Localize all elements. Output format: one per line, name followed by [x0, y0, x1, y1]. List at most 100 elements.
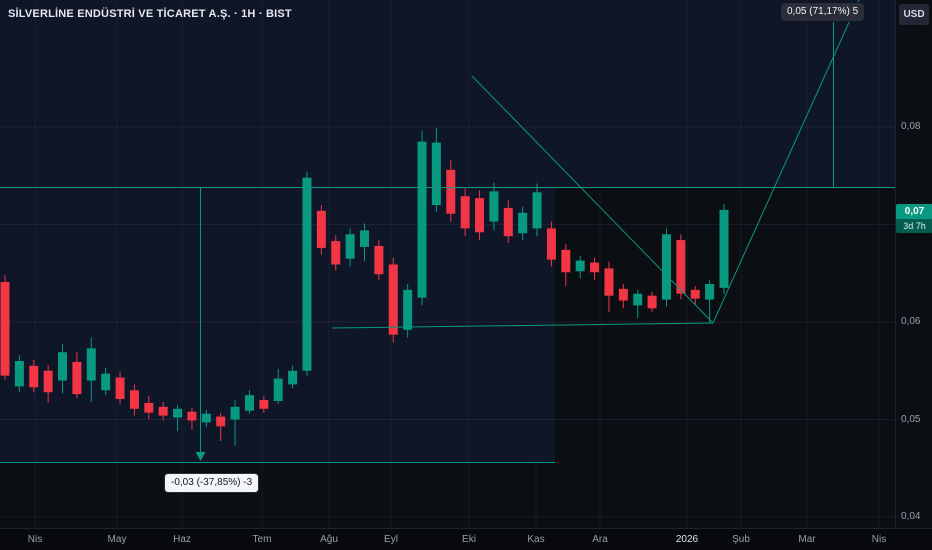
candle[interactable] — [201, 409, 211, 428]
candle-body — [633, 293, 643, 306]
grid — [0, 0, 895, 528]
candle[interactable] — [115, 371, 125, 404]
candle[interactable] — [288, 365, 298, 389]
candle[interactable] — [158, 401, 168, 421]
candle[interactable] — [431, 127, 441, 212]
candle-body — [374, 245, 384, 275]
candle-body — [86, 348, 96, 381]
time-axis-label[interactable]: Eyl — [384, 534, 398, 545]
candle[interactable] — [302, 171, 312, 376]
candle-body — [503, 207, 513, 237]
candle[interactable] — [403, 283, 413, 338]
candle[interactable] — [72, 352, 82, 399]
time-axis-label[interactable]: Eki — [462, 534, 476, 545]
candle-body — [331, 241, 341, 265]
candle[interactable] — [101, 367, 111, 396]
candle[interactable] — [676, 234, 686, 300]
candle-body — [431, 142, 441, 205]
candle-body — [144, 402, 154, 413]
candle[interactable] — [388, 257, 398, 343]
candle-body — [661, 234, 671, 300]
candlestick-chart[interactable] — [0, 0, 895, 528]
candle[interactable] — [690, 285, 700, 305]
candle[interactable] — [705, 280, 715, 323]
candle[interactable] — [273, 368, 283, 404]
triangle-lower-line[interactable] — [331, 322, 714, 329]
time-axis-label[interactable]: Haz — [173, 534, 191, 545]
candle[interactable] — [43, 364, 53, 403]
candle[interactable] — [590, 257, 600, 281]
candle[interactable] — [546, 221, 556, 267]
candle[interactable] — [561, 244, 571, 286]
time-axis-label[interactable]: Ağu — [320, 534, 338, 545]
candle[interactable] — [316, 205, 326, 255]
measure-region — [555, 0, 895, 188]
candle-body — [115, 377, 125, 400]
price-axis-label: 0,05 — [901, 413, 921, 425]
candle[interactable] — [187, 407, 197, 430]
candle[interactable] — [633, 289, 643, 319]
candle[interactable] — [144, 396, 154, 420]
candle-body — [29, 365, 39, 388]
candle[interactable] — [14, 355, 24, 393]
candle-body — [546, 228, 556, 260]
candle[interactable] — [86, 337, 96, 402]
currency-toggle-button[interactable]: USD — [899, 4, 929, 25]
candle[interactable] — [575, 255, 585, 279]
price-range-down-label[interactable]: -0,03 (-37,85%) -3 — [165, 474, 259, 492]
candle[interactable] — [173, 404, 183, 432]
candle[interactable] — [446, 160, 456, 222]
candle-body — [216, 416, 226, 427]
time-axis-label[interactable]: May — [107, 534, 127, 545]
candle-body — [690, 289, 700, 299]
candle[interactable] — [58, 344, 68, 394]
candle[interactable] — [661, 228, 671, 307]
drawings[interactable] — [0, 0, 895, 463]
time-axis-label[interactable]: Kas — [527, 534, 545, 545]
price-range-up-label[interactable]: 0,05 (71,17%) 5 — [781, 3, 865, 21]
candle-body — [14, 361, 24, 387]
time-axis[interactable]: Nis May Haz Tem Ağu Eyl Eki Kas Ara 2026 Şub Mar Nis — [0, 528, 932, 550]
candle[interactable] — [618, 283, 628, 309]
candle[interactable] — [460, 188, 470, 237]
candle[interactable] — [604, 261, 614, 313]
time-axis-label[interactable]: 2026 — [675, 534, 699, 545]
candle[interactable] — [503, 200, 513, 244]
candle[interactable] — [374, 240, 384, 281]
candle[interactable] — [518, 206, 528, 241]
candle[interactable] — [719, 204, 729, 294]
candle[interactable] — [532, 183, 542, 237]
time-axis-label[interactable]: Tem — [252, 534, 272, 545]
time-axis-label[interactable]: Nis — [871, 534, 887, 545]
symbol-title[interactable]: SİLVERLİNE ENDÜSTRİ VE TİCARET A.Ş. · 1H… — [8, 8, 292, 20]
price-axis[interactable]: 0,07 3d 7h 0,08 0,06 0,05 0,04 — [895, 0, 932, 528]
time-axis-label[interactable]: Şub — [732, 534, 750, 545]
candle[interactable] — [216, 412, 226, 441]
candle[interactable] — [129, 384, 139, 416]
projection-line[interactable] — [712, 0, 860, 324]
candle[interactable] — [259, 396, 269, 413]
candles[interactable] — [0, 127, 729, 446]
candle[interactable] — [0, 275, 10, 380]
candle[interactable] — [489, 182, 499, 231]
time-axis-label[interactable]: Mar — [798, 534, 816, 545]
candle[interactable] — [475, 190, 485, 241]
candle-body — [173, 408, 183, 418]
candle-body — [575, 260, 585, 272]
candle-body — [302, 177, 312, 371]
candle-body — [604, 268, 614, 296]
candle[interactable] — [647, 291, 657, 313]
candle-body — [187, 411, 197, 421]
candle-body — [446, 169, 456, 214]
candle[interactable] — [331, 235, 341, 271]
candle[interactable] — [29, 360, 39, 393]
triangle-upper-line[interactable] — [471, 75, 714, 324]
time-axis-label[interactable]: Nis — [27, 534, 43, 545]
candle[interactable] — [345, 228, 355, 267]
candle[interactable] — [244, 390, 254, 414]
candle[interactable] — [417, 130, 427, 306]
time-axis-label[interactable]: Ara — [592, 534, 608, 545]
chart-pane[interactable]: SİLVERLİNE ENDÜSTRİ VE TİCARET A.Ş. · 1H… — [0, 0, 895, 528]
candle[interactable] — [230, 400, 240, 446]
candle[interactable] — [360, 223, 369, 262]
